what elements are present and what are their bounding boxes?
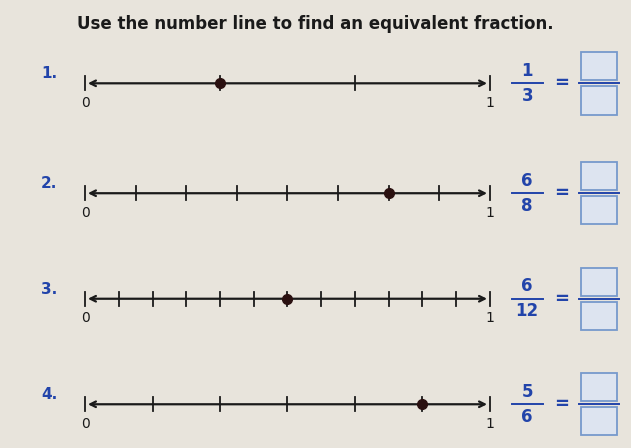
Text: 0: 0 [81,206,90,220]
Text: 1.: 1. [41,66,57,81]
Text: =: = [554,74,569,92]
Text: 8: 8 [521,197,533,215]
Text: 0: 0 [81,417,90,431]
Text: 3.: 3. [41,282,57,297]
FancyBboxPatch shape [581,52,616,80]
Text: 4.: 4. [41,387,57,402]
Text: 5: 5 [521,383,533,401]
Text: 6: 6 [521,408,533,426]
Text: 3: 3 [521,86,533,105]
Text: Use the number line to find an equivalent fraction.: Use the number line to find an equivalen… [77,15,554,33]
FancyBboxPatch shape [581,373,616,401]
Text: =: = [554,395,569,413]
Text: 12: 12 [516,302,539,320]
FancyBboxPatch shape [581,86,616,115]
Text: 1: 1 [485,206,494,220]
Text: =: = [554,290,569,308]
Text: 0: 0 [81,95,90,110]
Text: 1: 1 [485,311,494,325]
FancyBboxPatch shape [581,267,616,296]
Text: 6: 6 [521,277,533,295]
FancyBboxPatch shape [581,196,616,224]
Text: 2.: 2. [41,176,57,191]
FancyBboxPatch shape [581,302,616,330]
FancyBboxPatch shape [581,162,616,190]
Text: =: = [554,184,569,202]
Text: 6: 6 [521,172,533,190]
Text: 1: 1 [521,62,533,80]
Text: 1: 1 [485,95,494,110]
FancyBboxPatch shape [581,407,616,435]
Text: 0: 0 [81,311,90,325]
Text: 1: 1 [485,417,494,431]
